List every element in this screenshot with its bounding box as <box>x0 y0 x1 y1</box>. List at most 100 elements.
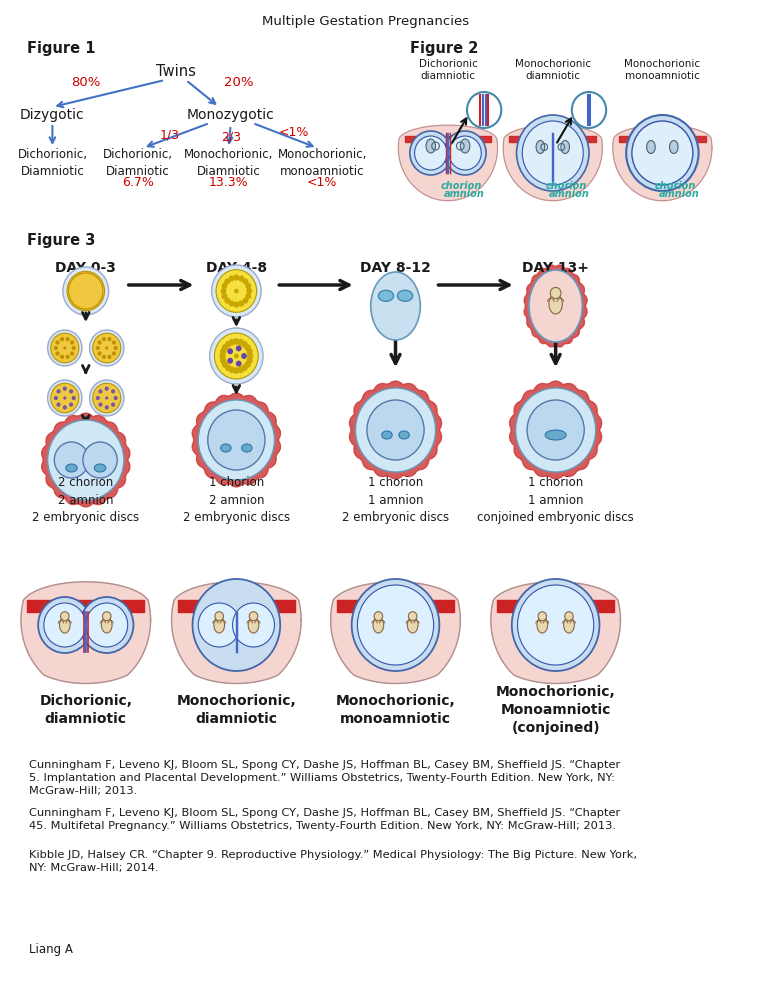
Circle shape <box>55 340 60 345</box>
Ellipse shape <box>564 617 574 633</box>
Circle shape <box>367 400 424 460</box>
Ellipse shape <box>561 140 569 153</box>
Circle shape <box>244 361 251 368</box>
Polygon shape <box>171 581 301 684</box>
Ellipse shape <box>382 431 392 439</box>
Circle shape <box>104 387 109 391</box>
Circle shape <box>69 390 73 394</box>
Circle shape <box>63 387 67 391</box>
Circle shape <box>83 442 118 478</box>
Circle shape <box>63 267 108 315</box>
Circle shape <box>228 300 234 306</box>
Circle shape <box>70 351 74 356</box>
Polygon shape <box>349 381 442 479</box>
Circle shape <box>236 345 242 352</box>
Text: 1 chorion
1 amnion
conjoined embryonic discs: 1 chorion 1 amnion conjoined embryonic d… <box>477 475 634 525</box>
Circle shape <box>467 92 502 128</box>
Circle shape <box>54 396 58 401</box>
Circle shape <box>55 351 60 356</box>
Circle shape <box>233 301 240 307</box>
Circle shape <box>71 396 76 401</box>
Text: Dichorionic,
diamniotic: Dichorionic, diamniotic <box>39 694 132 727</box>
Circle shape <box>48 380 82 416</box>
Circle shape <box>538 611 547 620</box>
Circle shape <box>241 365 248 371</box>
Circle shape <box>522 121 583 185</box>
Text: DAY 4-8: DAY 4-8 <box>206 261 267 275</box>
Circle shape <box>250 611 258 620</box>
Circle shape <box>215 611 223 620</box>
Circle shape <box>208 410 265 470</box>
Text: 2/3: 2/3 <box>222 130 242 143</box>
Circle shape <box>241 341 248 348</box>
Circle shape <box>96 346 100 350</box>
Text: DAY 8-12: DAY 8-12 <box>360 261 431 275</box>
Text: Figure 2: Figure 2 <box>410 41 478 56</box>
Polygon shape <box>509 381 601 479</box>
Text: Kibble JD, Halsey CR. “Chapter 9. Reproductive Physiology.” Medical Physiology: : Kibble JD, Halsey CR. “Chapter 9. Reprod… <box>28 850 637 873</box>
Circle shape <box>244 344 251 351</box>
Polygon shape <box>524 265 588 347</box>
Circle shape <box>247 357 253 364</box>
Circle shape <box>241 353 247 359</box>
Circle shape <box>572 92 606 128</box>
Circle shape <box>243 278 248 284</box>
Circle shape <box>60 337 64 341</box>
Text: Cunningham F, Leveno KJ, Bloom SL, Spong CY, Dashe JS, Hoffman BL, Casey BM, She: Cunningham F, Leveno KJ, Bloom SL, Spong… <box>28 760 620 796</box>
Circle shape <box>70 340 74 345</box>
Circle shape <box>114 396 118 401</box>
Text: chorion: chorion <box>655 181 696 191</box>
Text: amnion: amnion <box>549 189 590 199</box>
Circle shape <box>63 346 66 350</box>
Circle shape <box>515 388 596 472</box>
Circle shape <box>233 367 240 374</box>
Circle shape <box>63 406 67 410</box>
Circle shape <box>111 390 115 394</box>
Text: 2 chorion
2 amnion
2 embryonic discs: 2 chorion 2 amnion 2 embryonic discs <box>32 475 139 525</box>
Circle shape <box>63 397 66 400</box>
Circle shape <box>527 400 584 460</box>
Circle shape <box>104 406 109 410</box>
Circle shape <box>238 300 244 306</box>
Circle shape <box>221 293 227 299</box>
Polygon shape <box>503 125 602 201</box>
Circle shape <box>193 579 280 671</box>
Circle shape <box>357 585 434 665</box>
Text: Figure 3: Figure 3 <box>27 233 95 248</box>
Text: <1%: <1% <box>307 176 337 189</box>
Circle shape <box>60 355 64 359</box>
Circle shape <box>237 367 244 373</box>
Circle shape <box>93 333 121 363</box>
Circle shape <box>233 603 274 647</box>
Text: amnion: amnion <box>444 189 485 199</box>
Circle shape <box>48 330 82 366</box>
Circle shape <box>44 603 86 647</box>
Circle shape <box>247 348 253 355</box>
Circle shape <box>220 288 227 294</box>
Circle shape <box>98 403 102 407</box>
Text: chorion: chorion <box>440 181 482 191</box>
Circle shape <box>65 355 70 359</box>
Text: Liang A: Liang A <box>28 943 72 956</box>
Circle shape <box>227 358 233 364</box>
Circle shape <box>98 390 102 394</box>
Circle shape <box>564 611 573 620</box>
Circle shape <box>238 275 244 281</box>
Text: Multiple Gestation Pregnancies: Multiple Gestation Pregnancies <box>263 16 469 29</box>
Ellipse shape <box>647 140 655 153</box>
Polygon shape <box>41 414 130 507</box>
Circle shape <box>80 597 134 653</box>
Text: 1 chorion
2 amnion
2 embryonic discs: 1 chorion 2 amnion 2 embryonic discs <box>183 475 290 525</box>
Polygon shape <box>21 581 151 684</box>
Ellipse shape <box>59 617 70 633</box>
Text: Dichorionic,
Diamniotic: Dichorionic, Diamniotic <box>18 148 88 178</box>
Text: 1 chorion
1 amnion
2 embryonic discs: 1 chorion 1 amnion 2 embryonic discs <box>342 475 449 525</box>
Circle shape <box>225 365 231 371</box>
Ellipse shape <box>545 430 566 440</box>
Circle shape <box>214 333 258 379</box>
Circle shape <box>68 273 103 309</box>
Text: 20%: 20% <box>223 76 253 88</box>
Circle shape <box>227 348 233 354</box>
Circle shape <box>54 346 58 350</box>
Circle shape <box>198 400 274 480</box>
